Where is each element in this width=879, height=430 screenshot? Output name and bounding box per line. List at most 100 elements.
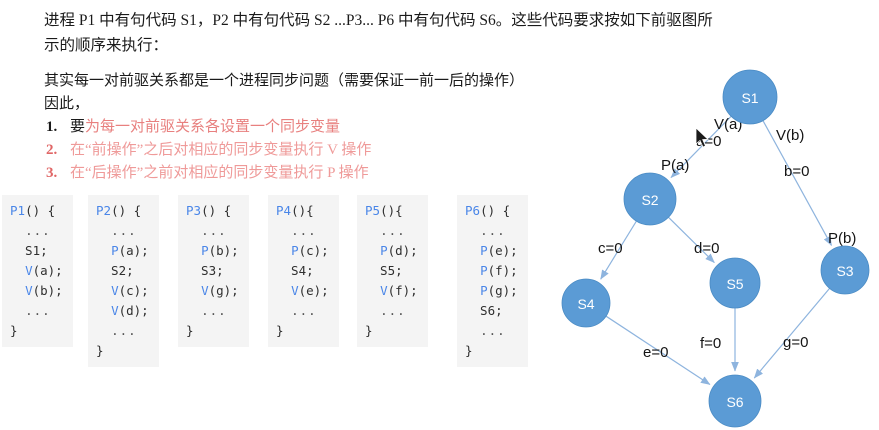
graph-node-s1[interactable]: S1 bbox=[722, 69, 778, 125]
node-label: S6 bbox=[726, 394, 743, 410]
code-block-p2: P2() { ... P(a); S2; V(c); V(d); ...} bbox=[88, 195, 159, 367]
graph-op-label-va: V(a) bbox=[714, 116, 742, 133]
node-label: S1 bbox=[741, 90, 758, 106]
code-line: ... bbox=[480, 323, 506, 338]
code-block-p4: P4(){ ... P(c); S4; V(e); ...} bbox=[268, 195, 339, 347]
rules-list: 1. 要为每一对前驱关系各设置一个同步变量 2. 在“前操作”之后对相应的同步变量执… bbox=[44, 116, 564, 185]
code-line: ... bbox=[291, 223, 317, 238]
code-line: ... bbox=[291, 303, 317, 318]
rule-item-2: 2. 在“前操作”之后对相应的同步变量执行 V 操作 bbox=[44, 139, 564, 162]
code-line: ... bbox=[201, 223, 227, 238]
code-header-p4: P4(){ bbox=[276, 203, 314, 218]
explanation-lead: 其实每一对前驱关系都是一个进程同步问题（需要保证一前一后的操作） bbox=[44, 73, 525, 89]
rule-item-3: 3. 在“后操作”之前对相应的同步变量执行 P 操作 bbox=[44, 162, 564, 185]
code-line: P(c); bbox=[291, 243, 329, 258]
edge-label-b: b=0 bbox=[784, 163, 809, 180]
code-header-p5: P5(){ bbox=[365, 203, 403, 218]
rule-text-2: 在“前操作”之后对相应的同步变量执行 V 操作 bbox=[70, 142, 372, 158]
code-line: V(d); bbox=[111, 303, 149, 318]
intro-line-1: 进程 P1 中有句代码 S1，P2 中有句代码 S2 ...P3... P6 中… bbox=[44, 12, 713, 29]
code-line: ... bbox=[111, 223, 137, 238]
code-line: ... bbox=[111, 323, 137, 338]
code-line: P(g); bbox=[480, 283, 518, 298]
graph-edge-s1-s3 bbox=[762, 120, 833, 246]
code-block-p1: P1() { ... S1; V(a); V(b); ...} bbox=[2, 195, 73, 347]
code-header-p6: P6() { bbox=[465, 203, 511, 218]
intro-line-2: 示的顺序来执行： bbox=[44, 37, 169, 54]
code-header-p3: P3() { bbox=[186, 203, 232, 218]
graph-node-s2[interactable]: S2 bbox=[623, 172, 677, 226]
code-line: P(e); bbox=[480, 243, 518, 258]
code-line: P(b); bbox=[201, 243, 239, 258]
precedence-graph: a=0 b=0 c=0 d=0 e=0 f=0 g=0 V(a) V(b) P(a) P(b) S1 S… bbox=[540, 50, 879, 430]
code-line: ... bbox=[480, 223, 506, 238]
edge-label-g: g=0 bbox=[783, 334, 808, 351]
node-circle bbox=[820, 245, 870, 295]
node-circle bbox=[623, 172, 677, 226]
code-line: S6; bbox=[465, 303, 503, 318]
node-label: S5 bbox=[726, 276, 743, 292]
code-block-p6: P6() { ... P(e); P(f); P(g); S6; ...} bbox=[457, 195, 528, 367]
code-line: ... bbox=[201, 303, 227, 318]
code-line: V(g); bbox=[201, 283, 239, 298]
graph-edge-s3-s6 bbox=[753, 287, 831, 379]
intro-paragraph: 进程 P1 中有句代码 S1，P2 中有句代码 S2 ...P3... P6 中… bbox=[44, 8, 844, 58]
code-line: S5; bbox=[365, 263, 403, 278]
edge-label-c: c=0 bbox=[598, 240, 623, 257]
rule-number-2: 2. bbox=[46, 142, 58, 158]
graph-node-s6[interactable]: S6 bbox=[708, 374, 762, 428]
edge-label-d: d=0 bbox=[694, 240, 719, 257]
code-line: P(d); bbox=[380, 243, 418, 258]
code-line: ... bbox=[25, 303, 51, 318]
graph-node-s3[interactable]: S3 bbox=[820, 245, 870, 295]
node-circle bbox=[561, 278, 611, 328]
code-block-p5: P5(){ ... P(d); S5; V(f); ...} bbox=[357, 195, 428, 347]
node-circle bbox=[709, 257, 761, 309]
node-label: S4 bbox=[577, 296, 594, 312]
graph-edge-s2-s5 bbox=[668, 216, 715, 264]
code-line: ... bbox=[380, 223, 406, 238]
rule-number-3: 3. bbox=[46, 165, 58, 181]
code-line: } bbox=[465, 343, 473, 358]
code-line: S4; bbox=[276, 263, 314, 278]
node-circle bbox=[722, 69, 778, 125]
code-line: } bbox=[10, 323, 18, 338]
code-line: S2; bbox=[96, 263, 134, 278]
code-line: } bbox=[186, 323, 194, 338]
precedence-graph-svg: a=0 b=0 c=0 d=0 e=0 f=0 g=0 V(a) V(b) P(a) P(b) S1 S… bbox=[561, 69, 870, 428]
rule-text-3: 在“后操作”之前对相应的同步变量执行 P 操作 bbox=[70, 165, 369, 181]
graph-node-s4[interactable]: S4 bbox=[561, 278, 611, 328]
node-label: S3 bbox=[836, 263, 853, 279]
code-line: S3; bbox=[186, 263, 224, 278]
graph-edge-s2-s4 bbox=[600, 220, 637, 280]
node-label: S2 bbox=[641, 192, 658, 208]
graph-edge-s4-s6 bbox=[605, 315, 711, 386]
edge-label-e: e=0 bbox=[643, 344, 668, 361]
code-line: } bbox=[365, 323, 373, 338]
code-line: ... bbox=[380, 303, 406, 318]
explanation-therefore: 因此， bbox=[44, 96, 90, 112]
code-line: V(e); bbox=[291, 283, 329, 298]
node-circle bbox=[708, 374, 762, 428]
rule-text-1: 为每一对前驱关系各设置一个同步变量 bbox=[85, 119, 341, 135]
code-header-p2: P2() { bbox=[96, 203, 142, 218]
code-header-p1: P1() { bbox=[10, 203, 56, 218]
graph-op-label-pb: P(b) bbox=[828, 230, 856, 247]
rule-number-1: 1. bbox=[46, 119, 58, 135]
code-line: P(f); bbox=[480, 263, 518, 278]
code-line: ... bbox=[25, 223, 51, 238]
code-line: V(a); bbox=[25, 263, 63, 278]
code-line: } bbox=[276, 323, 284, 338]
code-line: V(b); bbox=[25, 283, 63, 298]
graph-op-label-pa: P(a) bbox=[661, 157, 689, 174]
code-block-p3: P3() { ... P(b); S3; V(g); ...} bbox=[178, 195, 249, 347]
code-line: } bbox=[96, 343, 104, 358]
graph-node-s5[interactable]: S5 bbox=[709, 257, 761, 309]
edge-label-f: f=0 bbox=[700, 335, 721, 352]
edge-label-a: a=0 bbox=[696, 133, 721, 150]
code-line: V(c); bbox=[111, 283, 149, 298]
code-line: P(a); bbox=[111, 243, 149, 258]
graph-op-label-vb: V(b) bbox=[776, 127, 804, 144]
explanation-block: 其实每一对前驱关系都是一个进程同步问题（需要保证一前一后的操作） 因此， 1. 要… bbox=[44, 70, 564, 185]
